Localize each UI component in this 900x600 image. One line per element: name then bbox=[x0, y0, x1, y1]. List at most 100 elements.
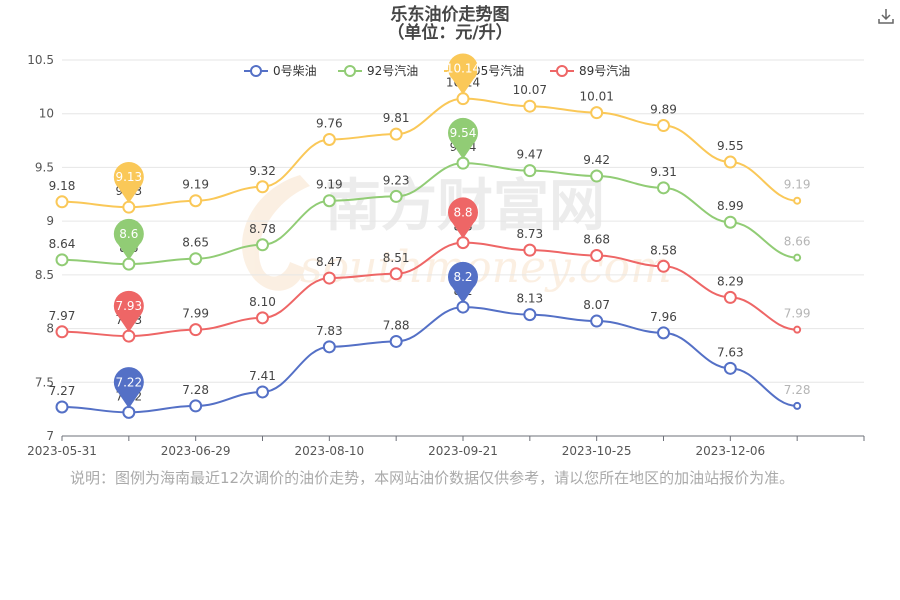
data-label: 8.47 bbox=[316, 255, 343, 269]
data-label: 8.73 bbox=[516, 227, 543, 241]
data-label: 10.07 bbox=[513, 83, 547, 97]
y-tick-label: 8 bbox=[46, 322, 54, 336]
data-label: 8.99 bbox=[717, 199, 744, 213]
y-axis: 7 7.5 8 8.5 9 9.5 10 10.5 bbox=[27, 53, 54, 443]
data-point bbox=[456, 300, 470, 314]
data-point bbox=[322, 194, 336, 208]
extreme-pin-label: 10.14 bbox=[446, 62, 480, 76]
data-point bbox=[793, 325, 802, 334]
data-point bbox=[456, 92, 470, 106]
extreme-pin-label: 9.13 bbox=[115, 170, 142, 184]
data-label: 9.31 bbox=[650, 165, 677, 179]
data-label: 7.96 bbox=[650, 310, 677, 324]
data-point bbox=[122, 200, 136, 214]
extreme-pin bbox=[113, 290, 144, 333]
data-label: 7.63 bbox=[717, 345, 744, 359]
data-label: 7.41 bbox=[249, 369, 276, 383]
extreme-pin bbox=[448, 197, 478, 239]
x-tick-label: 2023-12-06 bbox=[695, 444, 765, 458]
extreme-pin bbox=[448, 117, 478, 160]
data-label: 9.23 bbox=[383, 173, 410, 187]
data-point bbox=[189, 194, 203, 208]
data-label: 9.89 bbox=[650, 103, 677, 117]
extreme-pin-label: 8.6 bbox=[119, 227, 138, 241]
data-label: 8.64 bbox=[49, 237, 76, 251]
data-label: 9.18 bbox=[49, 179, 76, 193]
data-label: 7.99 bbox=[182, 307, 209, 321]
data-point bbox=[723, 155, 737, 169]
y-tick-label: 7.5 bbox=[35, 375, 54, 389]
data-label: 10.01 bbox=[579, 90, 613, 104]
svg-text:southmoney.com: southmoney.com bbox=[300, 242, 672, 293]
data-label: 9.55 bbox=[717, 139, 744, 153]
data-label: 7.88 bbox=[383, 318, 410, 332]
data-point bbox=[590, 169, 604, 183]
series-lines bbox=[55, 92, 802, 419]
data-point bbox=[590, 314, 604, 328]
legend-marker bbox=[250, 65, 262, 77]
data-point bbox=[657, 259, 670, 273]
data-point bbox=[122, 329, 136, 343]
extreme-pin-label: 7.93 bbox=[115, 299, 142, 313]
data-point bbox=[793, 196, 802, 205]
data-label: 9.76 bbox=[316, 116, 343, 130]
x-tick-label: 2023-06-29 bbox=[161, 444, 231, 458]
data-point bbox=[523, 308, 537, 322]
data-label: 8.58 bbox=[650, 243, 677, 257]
data-point bbox=[122, 405, 136, 419]
data-label: 8.68 bbox=[583, 233, 610, 247]
data-label: 8.65 bbox=[182, 236, 209, 250]
legend-label: 89号汽油 bbox=[579, 63, 630, 78]
extreme-pin-label: 9.54 bbox=[450, 126, 477, 140]
extreme-pin bbox=[448, 53, 478, 95]
extreme-pin bbox=[113, 367, 144, 409]
data-point bbox=[189, 399, 203, 413]
legend-label: 95号汽油 bbox=[473, 63, 524, 78]
y-tick-label: 8.5 bbox=[35, 268, 54, 282]
data-labels: 7.27 7.22 7.28 7.41 7.83 7.88 8.2 8.13 8.07 7.96 7… bbox=[49, 76, 811, 404]
extreme-markers: 7.22 8.2 8.6 9.54 9.13 10.14 7.93 8.8 bbox=[113, 53, 480, 409]
legend-marker bbox=[344, 65, 356, 77]
data-label: 9.47 bbox=[516, 148, 543, 162]
x-tick-label: 2023-10-25 bbox=[562, 444, 632, 458]
data-label: 7.28 bbox=[182, 383, 209, 397]
footnote: 说明：图例为海南最近12次调价的油价走势，本网站油价数据仅供参考，请以您所在地区… bbox=[70, 469, 795, 487]
data-label: 9.81 bbox=[383, 111, 410, 125]
data-point bbox=[793, 253, 802, 262]
legend-label: 92号汽油 bbox=[367, 63, 418, 78]
data-point bbox=[55, 253, 69, 267]
data-point bbox=[322, 132, 336, 146]
data-point bbox=[55, 195, 69, 209]
data-point bbox=[723, 290, 737, 304]
data-point bbox=[322, 271, 336, 285]
data-label: 9.19 bbox=[182, 178, 209, 192]
data-point bbox=[122, 257, 136, 271]
data-point bbox=[389, 189, 403, 203]
data-label: 8.10 bbox=[249, 295, 276, 309]
x-tick-label: 2023-08-10 bbox=[294, 444, 364, 458]
data-label: 8.13 bbox=[516, 292, 543, 306]
data-label: 7.27 bbox=[49, 384, 76, 398]
data-point bbox=[389, 127, 403, 141]
data-point bbox=[456, 156, 470, 170]
extreme-pin-label: 8.8 bbox=[453, 206, 472, 220]
legend-label: 0号柴油 bbox=[273, 64, 317, 78]
y-tick-label: 7 bbox=[46, 429, 54, 443]
data-point bbox=[256, 238, 269, 252]
data-label: 8.29 bbox=[717, 274, 744, 288]
data-point bbox=[657, 119, 670, 133]
data-point bbox=[456, 236, 470, 250]
data-point bbox=[723, 215, 737, 229]
y-tick-label: 9 bbox=[46, 214, 54, 228]
data-label: 8.66 bbox=[784, 235, 811, 249]
data-point bbox=[55, 400, 69, 414]
data-label: 9.19 bbox=[316, 178, 343, 192]
extreme-pin-label: 8.2 bbox=[453, 270, 472, 284]
data-point bbox=[793, 401, 802, 410]
y-tick-label: 10.5 bbox=[27, 53, 54, 67]
data-point bbox=[256, 180, 269, 194]
data-point bbox=[657, 326, 670, 340]
download-icon[interactable] bbox=[876, 6, 896, 26]
legend-marker bbox=[556, 65, 568, 77]
